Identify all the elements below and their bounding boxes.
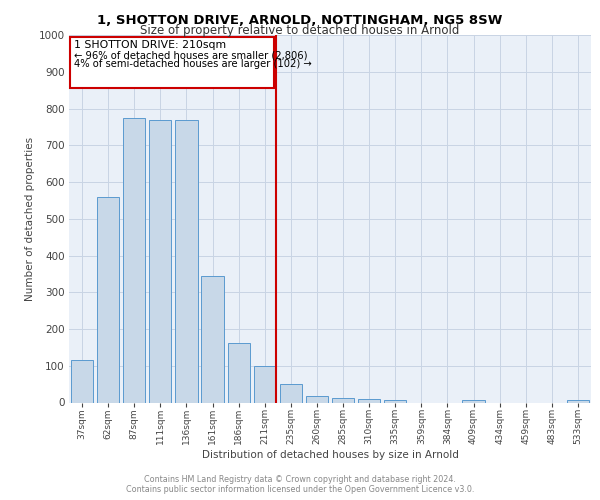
Bar	[567, 400, 589, 402]
Bar	[463, 400, 485, 402]
Bar	[97, 196, 119, 402]
Text: 1 SHOTTON DRIVE: 210sqm: 1 SHOTTON DRIVE: 210sqm	[74, 40, 226, 50]
Bar	[332, 398, 354, 402]
Bar	[358, 399, 380, 402]
Bar	[280, 384, 302, 402]
Bar	[384, 400, 406, 402]
Bar	[227, 342, 250, 402]
Text: Size of property relative to detached houses in Arnold: Size of property relative to detached ho…	[140, 24, 460, 37]
Bar	[175, 120, 197, 403]
Bar	[71, 360, 93, 403]
Text: Contains HM Land Registry data © Crown copyright and database right 2024.
Contai: Contains HM Land Registry data © Crown c…	[126, 474, 474, 494]
Text: 1, SHOTTON DRIVE, ARNOLD, NOTTINGHAM, NG5 8SW: 1, SHOTTON DRIVE, ARNOLD, NOTTINGHAM, NG…	[97, 14, 503, 27]
Bar	[306, 396, 328, 402]
Bar	[254, 366, 276, 402]
Text: ← 96% of detached houses are smaller (2,806): ← 96% of detached houses are smaller (2,…	[74, 50, 308, 60]
Bar	[123, 118, 145, 403]
Text: 4% of semi-detached houses are larger (102) →: 4% of semi-detached houses are larger (1…	[74, 60, 312, 70]
Bar	[149, 120, 172, 403]
X-axis label: Distribution of detached houses by size in Arnold: Distribution of detached houses by size …	[202, 450, 458, 460]
Bar	[202, 276, 224, 402]
Y-axis label: Number of detached properties: Number of detached properties	[25, 136, 35, 301]
FancyBboxPatch shape	[70, 37, 274, 88]
